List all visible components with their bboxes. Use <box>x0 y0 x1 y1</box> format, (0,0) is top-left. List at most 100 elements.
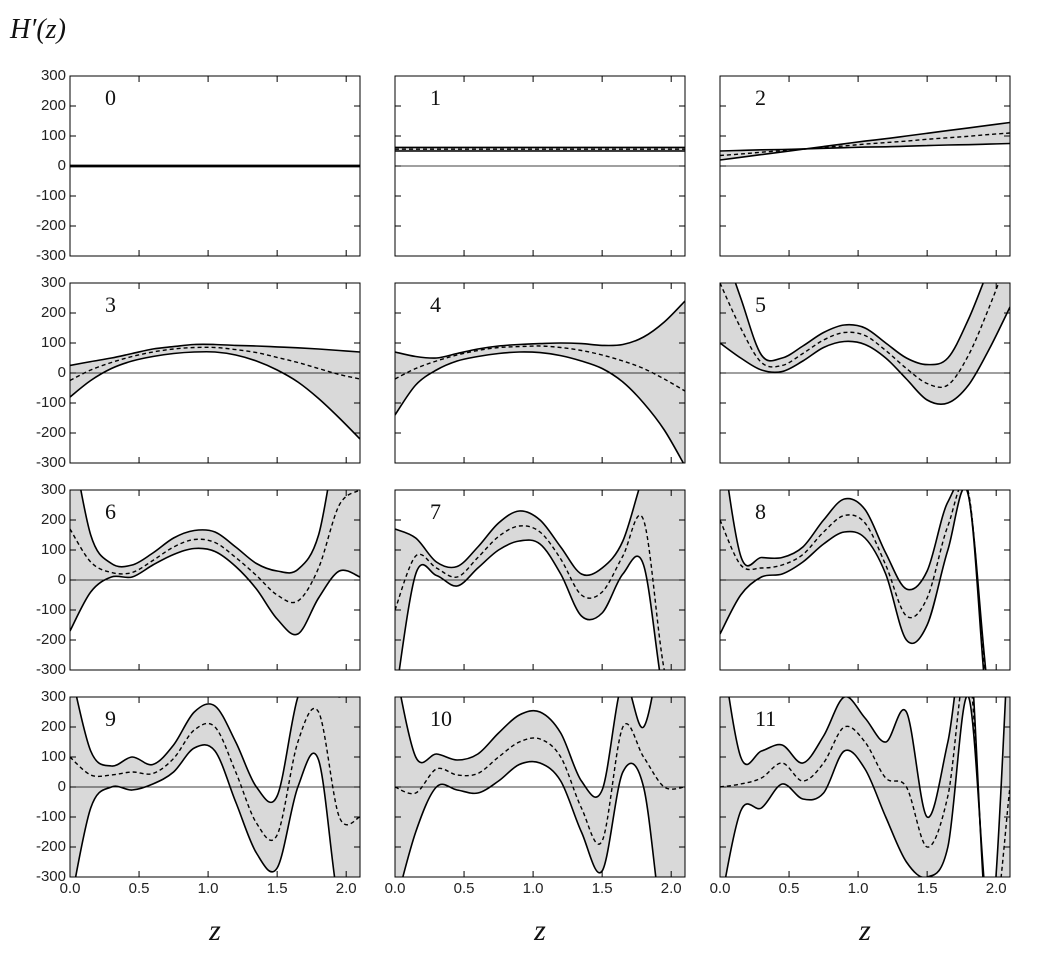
band <box>720 283 1010 405</box>
y-tick-label: 0 <box>58 571 66 588</box>
y-tick-label: -100 <box>36 187 66 204</box>
panel-label: 8 <box>755 499 766 524</box>
x-tick-label: 1.5 <box>917 880 938 897</box>
y-axis-label: H′(z) <box>9 14 66 45</box>
y-tick-label: 300 <box>41 274 66 291</box>
x-tick-label: 0.5 <box>779 880 800 897</box>
y-tick-label: -200 <box>36 631 66 648</box>
mean-line <box>70 346 360 382</box>
x-tick-label: 1.5 <box>267 880 288 897</box>
x-tick-label: 1.0 <box>848 880 869 897</box>
bound-line <box>395 300 685 359</box>
x-tick-label: 2.0 <box>986 880 1007 897</box>
y-tick-label: 200 <box>41 304 66 321</box>
y-tick-label: -300 <box>36 247 66 264</box>
x-tick-label: 1.0 <box>198 880 219 897</box>
band <box>70 344 360 439</box>
bound-line <box>400 697 653 798</box>
y-tick-label: -200 <box>36 838 66 855</box>
x-axis-label: z <box>858 914 871 947</box>
band <box>395 697 685 877</box>
panel-label: 6 <box>105 499 116 524</box>
y-tick-label: 0 <box>58 778 66 795</box>
band <box>720 490 986 670</box>
x-tick-label: 0.5 <box>129 880 150 897</box>
bound-line <box>395 490 640 577</box>
panel-label: 4 <box>430 292 441 317</box>
y-tick-label: 100 <box>41 334 66 351</box>
plot-area <box>70 343 360 440</box>
y-tick-label: 300 <box>41 481 66 498</box>
panel-label: 11 <box>755 706 776 731</box>
y-tick-label: -100 <box>36 808 66 825</box>
panel-label: 10 <box>430 706 452 731</box>
bound-line <box>734 283 985 366</box>
y-tick-label: 0 <box>58 364 66 381</box>
x-tick-label: 0.0 <box>385 880 406 897</box>
y-tick-label: 200 <box>41 97 66 114</box>
bound-line <box>724 697 985 877</box>
panel-label: 0 <box>105 85 116 110</box>
y-tick-label: -200 <box>36 217 66 234</box>
mean-line <box>395 514 666 670</box>
panel-label: 9 <box>105 706 116 731</box>
bound-line <box>70 343 360 367</box>
plot-area <box>70 490 360 636</box>
plot-area <box>395 697 685 877</box>
bound-line <box>70 547 360 636</box>
bound-line <box>395 351 685 463</box>
plot-area <box>720 283 1010 406</box>
mean-line <box>720 283 1000 389</box>
x-tick-label: 2.0 <box>336 880 357 897</box>
plot-area <box>70 697 360 877</box>
y-tick-label: 100 <box>41 127 66 144</box>
y-tick-label: -200 <box>36 424 66 441</box>
plot-area <box>395 146 685 167</box>
y-tick-label: 100 <box>41 541 66 558</box>
panel-label: 2 <box>755 85 766 110</box>
plot-area <box>70 164 360 168</box>
x-tick-label: 2.0 <box>661 880 682 897</box>
y-tick-label: 300 <box>41 67 66 84</box>
plot-area <box>720 490 1010 670</box>
plot-area <box>720 121 1010 167</box>
mean-line <box>720 697 1010 877</box>
plot-area <box>720 697 1010 877</box>
band <box>720 697 1010 877</box>
plot-area <box>395 490 685 670</box>
bound-line <box>720 142 1010 152</box>
bound-line <box>720 121 1010 161</box>
bound-line <box>720 490 985 670</box>
y-tick-label: 100 <box>41 748 66 765</box>
bound-line <box>70 350 360 440</box>
y-tick-label: 200 <box>41 511 66 528</box>
y-tick-label: -300 <box>36 661 66 678</box>
y-tick-label: 200 <box>41 718 66 735</box>
mean-line <box>395 345 685 392</box>
band <box>395 147 685 151</box>
panel-label: 1 <box>430 85 441 110</box>
y-tick-label: 300 <box>41 688 66 705</box>
bound-line <box>398 539 661 670</box>
mean-line <box>70 490 360 604</box>
bound-line <box>720 306 1010 406</box>
y-tick-label: -100 <box>36 394 66 411</box>
band <box>70 490 360 635</box>
x-tick-label: 0.5 <box>454 880 475 897</box>
y-tick-label: 0 <box>58 157 66 174</box>
x-tick-label: 1.0 <box>523 880 544 897</box>
panel-label: 3 <box>105 292 116 317</box>
band <box>395 301 685 463</box>
x-tick-label: 1.5 <box>592 880 613 897</box>
panel-label: 7 <box>430 499 441 524</box>
mean-line <box>395 723 685 845</box>
bound-line <box>74 744 336 877</box>
y-tick-label: -300 <box>36 868 66 885</box>
x-axis-label: z <box>208 914 221 947</box>
panel-label: 5 <box>755 292 766 317</box>
y-tick-label: -300 <box>36 454 66 471</box>
mean-line <box>70 707 360 841</box>
bound-line <box>79 490 329 574</box>
x-axis-label: z <box>533 914 546 947</box>
